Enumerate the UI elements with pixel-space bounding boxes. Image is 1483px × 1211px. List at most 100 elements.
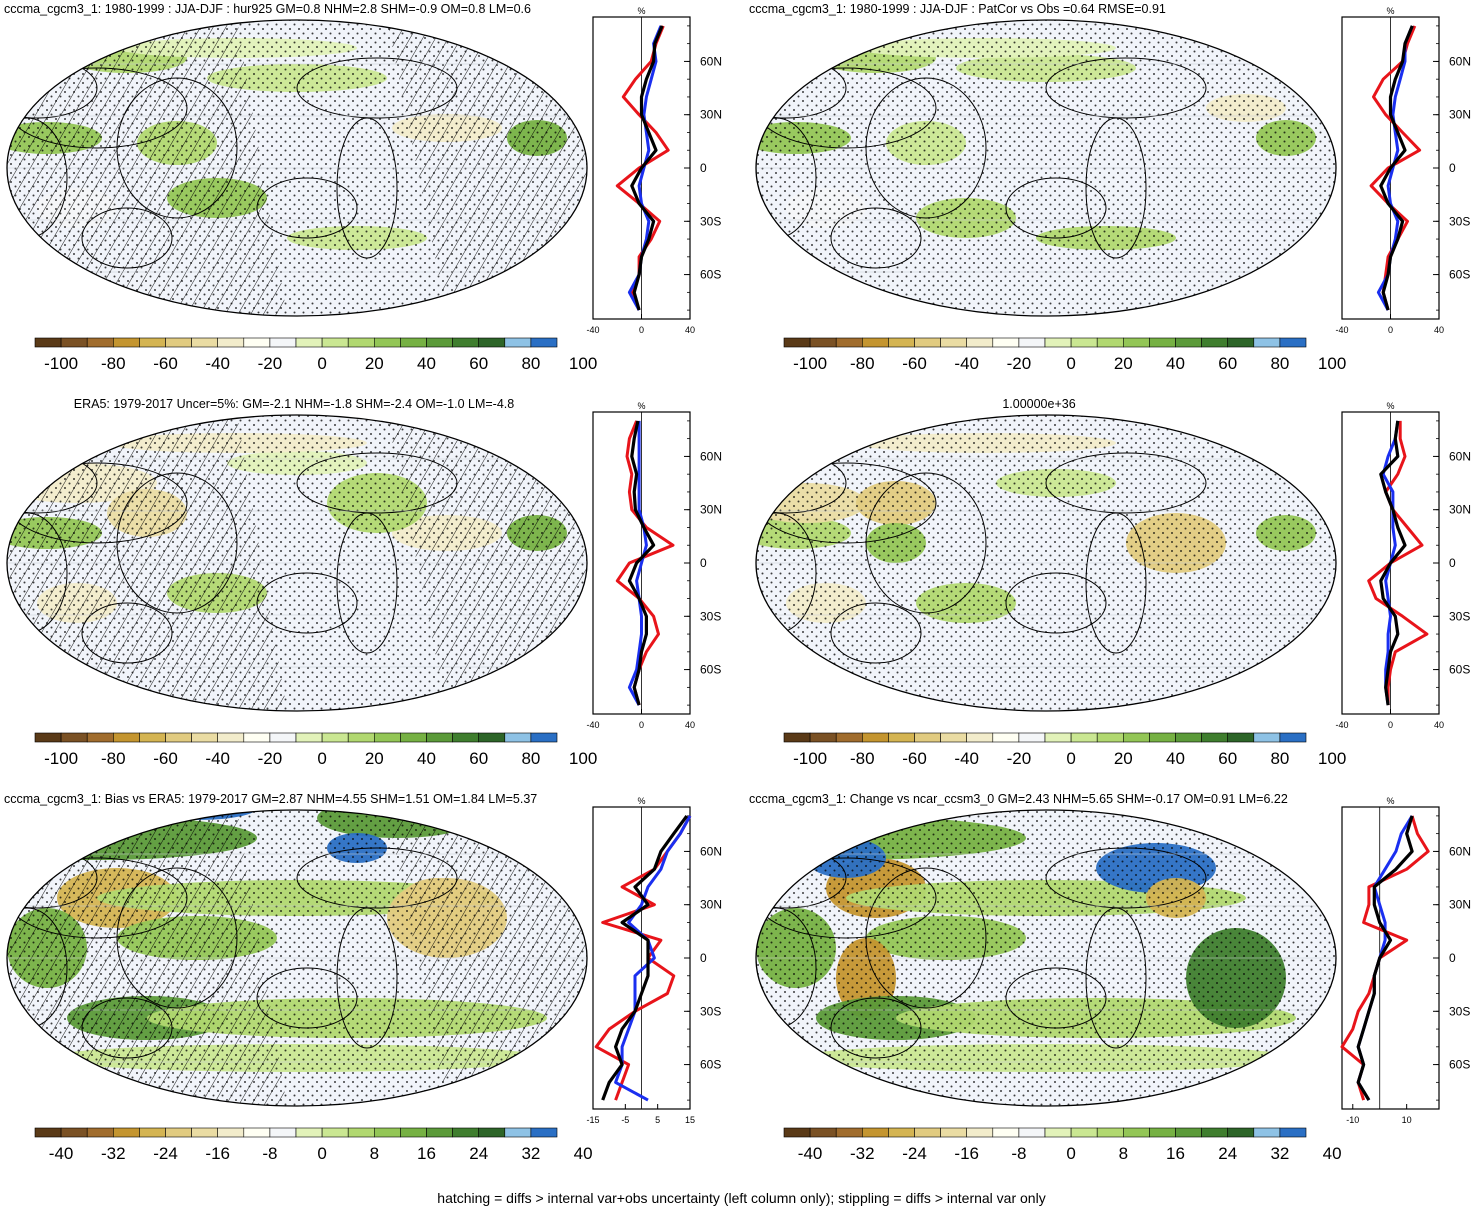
colorbar-tick-label: -100	[44, 749, 78, 768]
zonal-mean-plot: % 60N 30N 0 30S 60S -40 0 40	[586, 6, 722, 335]
colorbar-tick-label: -40	[205, 354, 230, 373]
x-tick-label: -5	[621, 1115, 629, 1125]
map-border	[6, 19, 588, 317]
colorbar-swatch	[914, 337, 941, 348]
colorbar-tick-label: 40	[1166, 749, 1185, 768]
colorbar-tick-label: 0	[1066, 354, 1075, 373]
colorbar-swatch	[321, 337, 349, 348]
zonal-series-mmm	[1379, 420, 1407, 706]
colorbar-tick-label: -20	[258, 749, 283, 768]
colorbar-tick-label: -40	[954, 749, 979, 768]
colorbar-swatch	[835, 1127, 863, 1138]
colorbar-swatch	[861, 732, 889, 743]
zonal-series-mmm	[601, 814, 689, 1101]
colorbar-swatch	[321, 732, 349, 743]
zonal-unit-label: %	[1386, 796, 1394, 806]
colorbar-swatch	[113, 337, 140, 348]
colorbar-swatch	[1253, 1127, 1281, 1138]
lat-tick-label: 60S	[1449, 1058, 1470, 1072]
colorbar-swatch	[888, 732, 915, 743]
colorbar-swatch	[809, 732, 837, 743]
lat-tick-label: 30N	[700, 108, 722, 122]
colorbar-swatch	[139, 337, 166, 348]
zonal-mean-plot: % 60N 30N 0 30S 60S -40 0 40	[1335, 6, 1471, 335]
colorbar-swatch	[992, 732, 1020, 743]
colorbar-tick-label: -100	[793, 354, 827, 373]
colorbar-swatch	[783, 1127, 811, 1138]
colorbar-tick-label: -60	[902, 354, 927, 373]
lat-tick-label: 0	[700, 556, 707, 570]
colorbar-tick-label: -16	[205, 1144, 230, 1163]
colorbar-swatch	[452, 732, 480, 743]
lat-tick-label: 60N	[1449, 449, 1471, 463]
colorbar-swatch	[1018, 337, 1046, 348]
colorbar-swatch	[60, 732, 88, 743]
x-tick-label: 40	[685, 720, 695, 730]
colorbar-tick-label: 40	[574, 1144, 593, 1163]
chart-panel: 1.00000e+36 -100 -80 -60 -40 -20 0 20 40 60 80 100%…	[755, 397, 1471, 768]
colorbar-swatch	[504, 1127, 532, 1138]
colorbar-tick-label: -20	[258, 354, 283, 373]
colorbar-swatch	[217, 732, 245, 743]
x-tick-label: 0	[1388, 325, 1393, 335]
zonal-mean-plot: % 60N 30N 0 30S 60S -40 0 40	[586, 401, 722, 730]
lat-tick-label: 30N	[700, 898, 722, 912]
colorbar-swatch	[243, 732, 271, 743]
colorbar-swatch	[60, 1127, 88, 1138]
zonal-frame	[1341, 806, 1440, 1110]
colorbar-swatch	[217, 337, 245, 348]
zonal-mean-plot: % 60N 30N 0 30S 60S -15 -5 5 15	[586, 796, 722, 1125]
colorbar-swatch	[269, 1127, 297, 1138]
colorbar-swatch	[269, 732, 297, 743]
colorbar-tick-label: 40	[417, 749, 436, 768]
colorbar-swatch	[1096, 1127, 1124, 1138]
colorbar-tick-label: -40	[954, 354, 979, 373]
colorbar-tick-label: -32	[850, 1144, 875, 1163]
colorbar-tick-label: 24	[469, 1144, 488, 1163]
map-border	[755, 414, 1337, 712]
colorbar-tick-label: -40	[798, 1144, 823, 1163]
colorbar-swatch	[530, 1127, 558, 1138]
colorbar-tick-label: 40	[1166, 354, 1185, 373]
colorbar-tick-label: 0	[317, 1144, 326, 1163]
colorbar-swatch	[1044, 732, 1072, 743]
colorbar-swatch	[1175, 337, 1202, 348]
lat-tick-label: 30S	[1449, 214, 1470, 228]
colorbar-tick-label: 80	[521, 354, 540, 373]
colorbar-tick-label: -20	[1007, 354, 1032, 373]
colorbar-swatch	[966, 1127, 994, 1138]
colorbar-tick-label: 16	[417, 1144, 436, 1163]
colorbar-swatch	[60, 337, 88, 348]
x-tick-label: 10	[1402, 1115, 1412, 1125]
zonal-series-mmm	[1356, 815, 1414, 1101]
colorbar-tick-label: 100	[1318, 354, 1346, 373]
colorbar-swatch	[139, 1127, 166, 1138]
colorbar-swatch	[809, 337, 837, 348]
lat-tick-label: 60N	[1449, 54, 1471, 68]
zonal-series-model	[627, 420, 648, 706]
chart-panel: cccma_cgcm3_1: Change vs ncar_ccsm3_0 GM…	[749, 792, 1471, 1163]
colorbar-swatch	[1070, 1127, 1098, 1138]
lat-tick-label: 60N	[700, 54, 722, 68]
panel-title: cccma_cgcm3_1: Bias vs ERA5: 1979-2017 G…	[4, 792, 537, 806]
x-tick-label: -10	[1346, 1115, 1359, 1125]
lat-tick-label: 30S	[1449, 609, 1470, 623]
panels-group: cccma_cgcm3_1: 1980-1999 : JJA-DJF : hur…	[4, 2, 1471, 1163]
lat-tick-label: 60N	[700, 449, 722, 463]
colorbar-swatch	[940, 732, 967, 743]
colorbar-tick-label: 60	[469, 354, 488, 373]
colorbar-swatch	[400, 732, 427, 743]
colorbar-swatch	[1123, 337, 1150, 348]
colorbar-tick-label: -40	[205, 749, 230, 768]
colorbar-swatch	[478, 732, 506, 743]
fill-value-map	[756, 415, 1336, 711]
colorbar-swatch	[1201, 1127, 1228, 1138]
x-tick-label: 5	[655, 1115, 660, 1125]
colorbar-tick-label: 0	[317, 354, 326, 373]
colorbar-swatch	[992, 1127, 1020, 1138]
colorbar-swatch	[269, 337, 297, 348]
colorbar-tick-label: 20	[365, 354, 384, 373]
colorbar-tick-label: 32	[1270, 1144, 1289, 1163]
colorbar-swatch	[835, 337, 863, 348]
